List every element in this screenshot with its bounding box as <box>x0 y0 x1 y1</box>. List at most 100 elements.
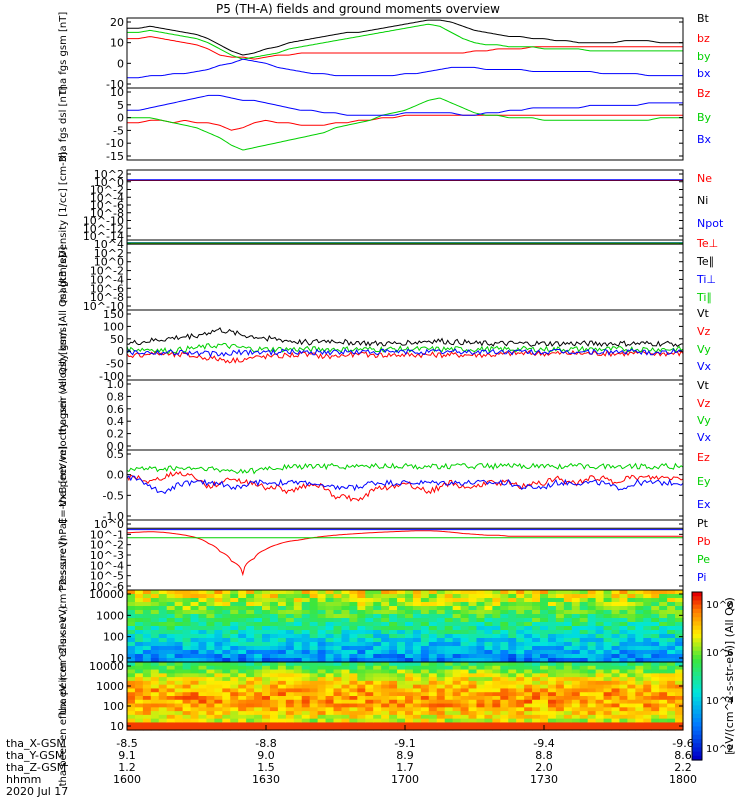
heatmap-cell <box>397 714 406 720</box>
heatmap-cell <box>365 654 374 659</box>
heatmap-cell <box>524 688 533 693</box>
heatmap-cell <box>420 650 430 655</box>
heatmap-cell <box>412 726 422 731</box>
heatmap-cell <box>555 680 565 686</box>
heatmap-cell <box>222 707 231 712</box>
heatmap-cell <box>579 696 589 701</box>
heatmap-cell <box>269 662 279 667</box>
heatmap-cell <box>317 646 327 651</box>
heatmap-cell <box>333 669 343 674</box>
heatmap-cell <box>182 707 192 712</box>
heatmap-cell <box>381 684 390 690</box>
heatmap-cell <box>524 638 533 643</box>
heatmap-cell <box>158 711 168 716</box>
heatmap-cell <box>627 658 636 663</box>
heatmap-cell <box>651 726 660 731</box>
heatmap-cell <box>492 692 501 697</box>
heatmap-cell <box>198 630 208 635</box>
heatmap-cell <box>412 654 422 659</box>
heatmap-cell <box>325 662 335 667</box>
heatmap-cell <box>397 610 406 615</box>
heatmap-cell <box>254 610 263 615</box>
heatmap-cell <box>333 638 343 643</box>
heatmap-cell <box>262 594 271 599</box>
heatmap-cell <box>262 642 271 647</box>
heatmap-cell <box>285 699 295 705</box>
heatmap-cell <box>269 718 279 724</box>
heatmap-cell <box>269 654 279 659</box>
heatmap-cell <box>214 714 223 720</box>
heatmap-cell <box>293 642 303 647</box>
heatmap-cell <box>579 688 589 693</box>
heatmap-cell <box>365 658 374 663</box>
heatmap-cell <box>150 590 160 595</box>
heatmap-cell <box>532 673 541 678</box>
heatmap-cell <box>579 662 589 667</box>
heatmap-cell <box>381 626 390 631</box>
heatmap-cell <box>158 606 168 611</box>
heatmap-cell <box>301 703 311 708</box>
heatmap-cell <box>579 707 589 712</box>
heatmap-cell <box>190 646 200 651</box>
x-tick-label: 1800 <box>669 773 697 786</box>
heatmap-cell <box>532 703 541 708</box>
panel-frame <box>126 519 684 591</box>
heatmap-cell <box>468 688 478 693</box>
heatmap-cell <box>198 602 208 607</box>
heatmap-cell <box>349 654 358 659</box>
heatmap-cell <box>412 692 422 697</box>
heatmap-cell <box>293 630 303 635</box>
heatmap-cell <box>373 703 382 708</box>
heatmap-cell <box>643 699 652 705</box>
colorbar-segment <box>692 684 702 690</box>
heatmap-cell <box>182 646 192 651</box>
heatmap-cell <box>230 669 239 674</box>
heatmap-cell <box>595 654 605 659</box>
heatmap-cell <box>635 726 644 731</box>
heatmap-cell <box>643 669 652 674</box>
heatmap-cell <box>150 677 160 682</box>
heatmap-cell <box>428 642 438 647</box>
heatmap-cell <box>293 638 303 643</box>
heatmap-cell <box>508 722 517 727</box>
heatmap-cell <box>500 665 509 671</box>
heatmap-cell <box>269 699 279 705</box>
heatmap-cell <box>325 610 335 615</box>
heatmap-cell <box>246 594 255 599</box>
heatmap-cell <box>571 610 581 615</box>
heatmap-cell <box>420 630 430 635</box>
heatmap-cell <box>373 669 382 674</box>
heatmap-cell <box>460 714 470 720</box>
heatmap-cell <box>182 626 192 631</box>
heatmap-cell <box>262 646 271 651</box>
heatmap-cell <box>659 684 668 690</box>
heatmap-cell <box>246 711 255 716</box>
heatmap-cell <box>254 684 263 690</box>
heatmap-cell <box>373 634 382 639</box>
heatmap-cell <box>166 718 176 724</box>
heatmap-cell <box>603 622 613 627</box>
heatmap-cell <box>492 642 501 647</box>
heatmap-cell <box>389 726 398 731</box>
heatmap-cell <box>166 606 176 611</box>
legend-bz: bz <box>697 32 710 45</box>
heatmap-cell <box>500 634 509 639</box>
heatmap-cell <box>166 703 176 708</box>
heatmap-cell <box>341 654 350 659</box>
heatmap-cell <box>619 722 628 727</box>
heatmap-cell <box>127 614 136 619</box>
heatmap-cell <box>150 634 160 639</box>
heatmap-cell <box>333 590 343 595</box>
heatmap-cell <box>643 630 652 635</box>
heatmap-cell <box>563 630 573 635</box>
heatmap-cell <box>611 642 621 647</box>
heatmap-cell <box>516 602 525 607</box>
heatmap-cell <box>420 642 430 647</box>
heatmap-cell <box>325 622 335 627</box>
heatmap-cell <box>619 630 628 635</box>
heatmap-cell <box>436 650 446 655</box>
colorbar-segment <box>692 680 702 685</box>
heatmap-cell <box>524 622 533 627</box>
heatmap-cell <box>635 626 644 631</box>
heatmap-cell <box>293 692 303 697</box>
